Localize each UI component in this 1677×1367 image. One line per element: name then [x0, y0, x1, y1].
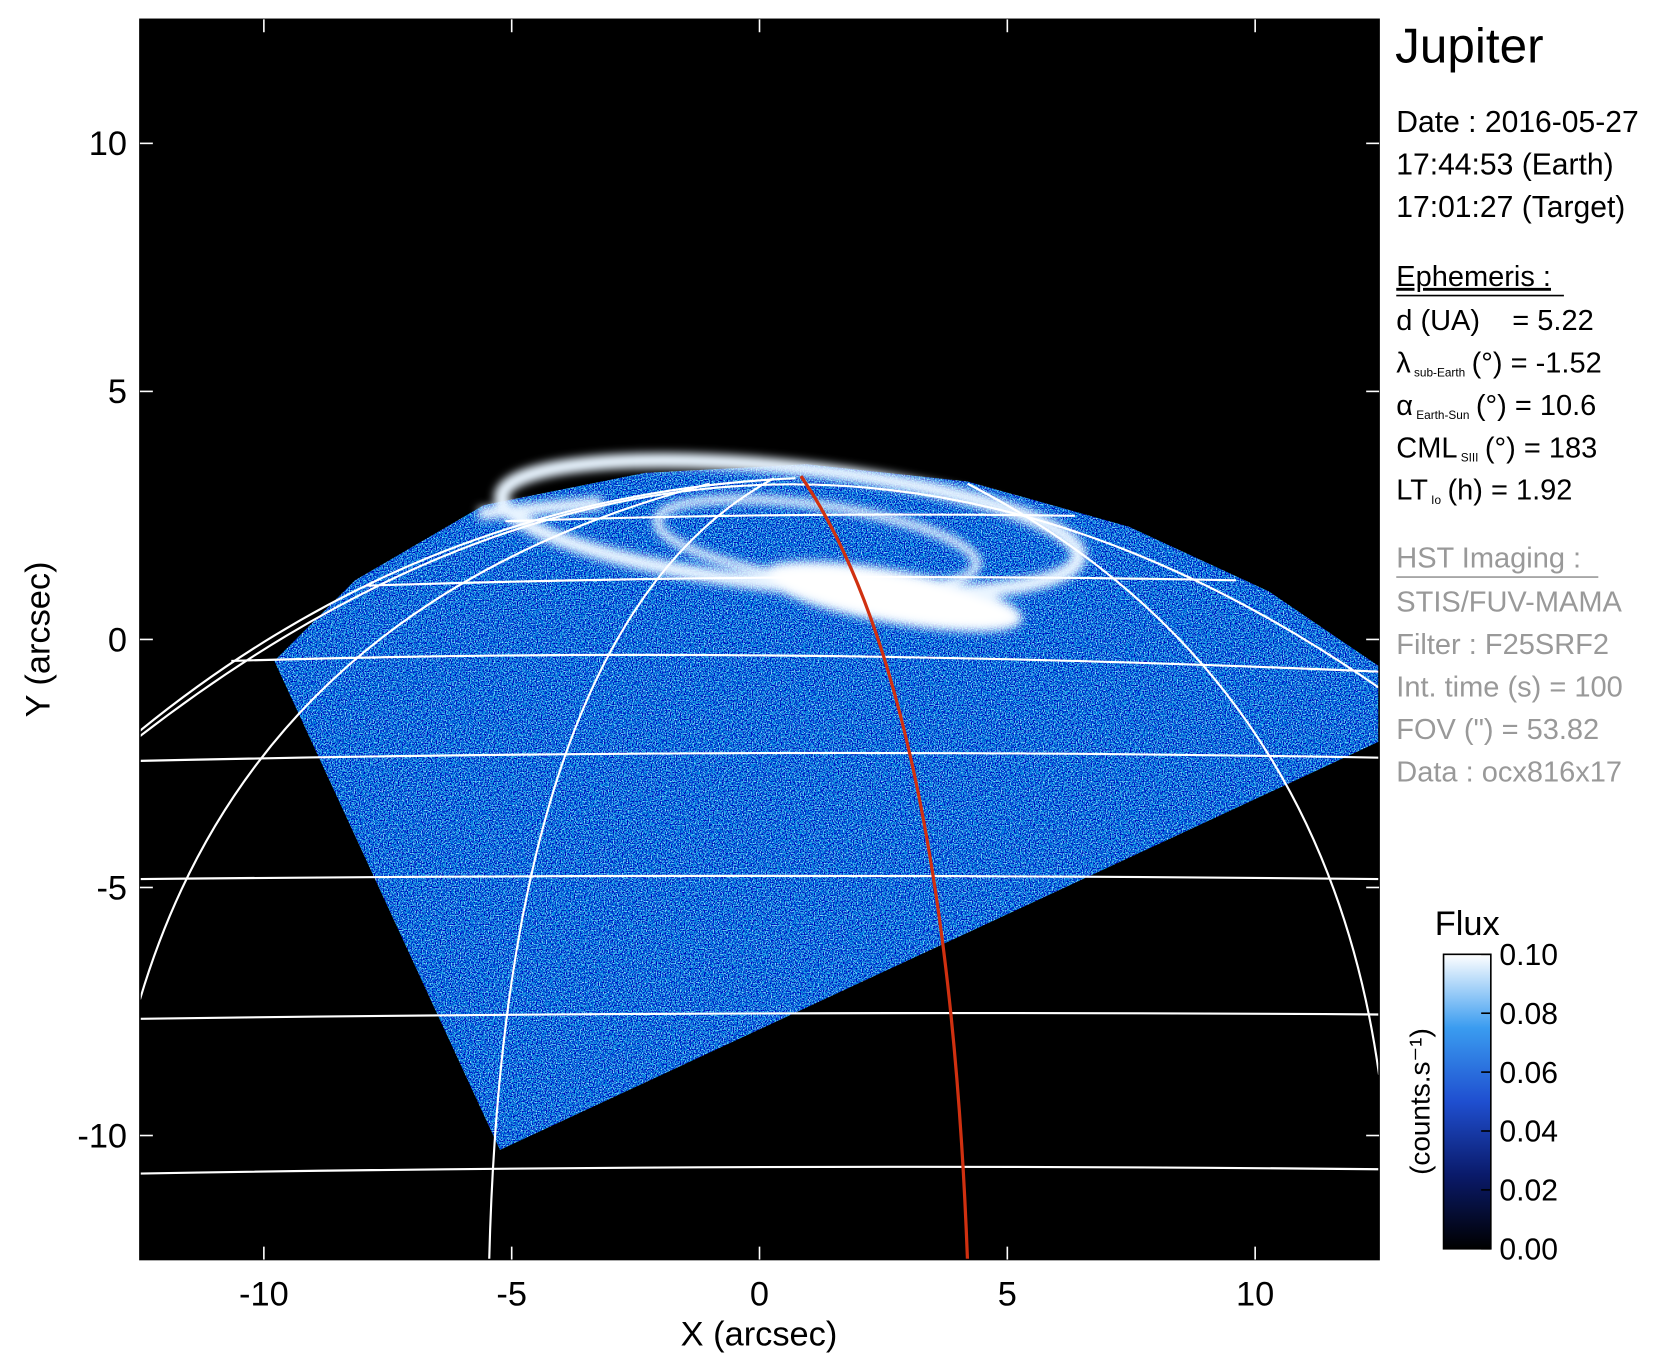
colorbar-tick-label: 0.04	[1499, 1116, 1558, 1149]
row-subscript: Earth-Sun	[1416, 408, 1469, 422]
info-panel: Date : 2016-05-27 17:44:53 (Earth) 17:01:2…	[1396, 106, 1639, 788]
colorbar	[1442, 953, 1492, 1250]
x-tick-label: -5	[496, 1276, 527, 1314]
hst-row: STIS/FUV-MAMA	[1396, 586, 1622, 618]
date-line: 17:01:27 (Target)	[1396, 191, 1625, 224]
hst-row: Filter : F25SRF2	[1396, 629, 1609, 661]
ephemeris-row: LT Io (h) = 1.92	[1396, 475, 1572, 507]
y-tick-label: 5	[108, 373, 127, 411]
y-tick-label: 0	[108, 621, 127, 659]
hst-row: Data : ocx816x17	[1396, 756, 1622, 788]
row-subscript: sub-Earth	[1414, 366, 1465, 380]
central-meridian	[799, 475, 970, 1260]
colorbar-unit: (counts.s⁻¹)	[1405, 1028, 1436, 1175]
row-main: λ	[1396, 347, 1411, 379]
colorbar-tick-label: 0.08	[1499, 998, 1558, 1031]
row-main: d (UA) = 5.22	[1396, 305, 1593, 337]
image	[139, 19, 1380, 1260]
hst-row: FOV (") = 53.82	[1396, 714, 1599, 746]
hst-heading: HST Imaging :	[1396, 542, 1581, 574]
panel-title: Jupiter	[1395, 18, 1543, 73]
coordinate-grid	[139, 477, 1380, 1260]
row-main: CML	[1396, 432, 1457, 464]
ephemeris-row: α Earth-Sun (°) = 10.6	[1396, 390, 1596, 422]
x-tick-label: -10	[239, 1276, 289, 1314]
row-rest: (°) = 10.6	[1476, 390, 1596, 422]
colorbar-tick-label: 0.06	[1499, 1057, 1558, 1090]
colorbar-tick-label: 0.02	[1499, 1175, 1558, 1208]
row-rest: (°) = -1.52	[1472, 347, 1602, 379]
date-line: 17:44:53 (Earth)	[1396, 149, 1613, 182]
row-rest: (°) = 183	[1485, 432, 1597, 464]
y-tick-label: 10	[89, 125, 127, 163]
x-axis-label: X (arcsec)	[681, 1316, 838, 1354]
y-tick-label: -10	[77, 1117, 127, 1155]
hst-row: Int. time (s) = 100	[1396, 671, 1622, 703]
ephemeris-heading: Ephemeris :	[1396, 261, 1551, 293]
row-main: LT	[1396, 475, 1428, 507]
row-subscript: SIII	[1461, 451, 1479, 465]
y-axis-label: Y (arcsec)	[20, 561, 58, 717]
date-line: Date : 2016-05-27	[1396, 106, 1638, 139]
colorbar-label: Flux	[1435, 905, 1500, 943]
colorbar-tick-label: 0.00	[1499, 1234, 1558, 1267]
row-subscript: Io	[1431, 493, 1441, 507]
row-main: α	[1396, 390, 1413, 422]
x-tick-label: 5	[998, 1276, 1017, 1314]
x-tick-label: 10	[1236, 1276, 1274, 1314]
row-rest: (h) = 1.92	[1447, 475, 1572, 507]
disk-region	[274, 464, 1380, 1150]
ephemeris-row: CML SIII (°) = 183	[1396, 432, 1597, 464]
x-tick-label: 0	[750, 1276, 769, 1314]
colorbar-tick-label: 0.10	[1499, 939, 1558, 972]
y-tick-label: -5	[96, 869, 127, 907]
ephemeris-row: d (UA) = 5.22	[1396, 305, 1593, 337]
ephemeris-row: λ sub-Earth (°) = -1.52	[1396, 347, 1601, 379]
aurora	[477, 452, 1087, 632]
